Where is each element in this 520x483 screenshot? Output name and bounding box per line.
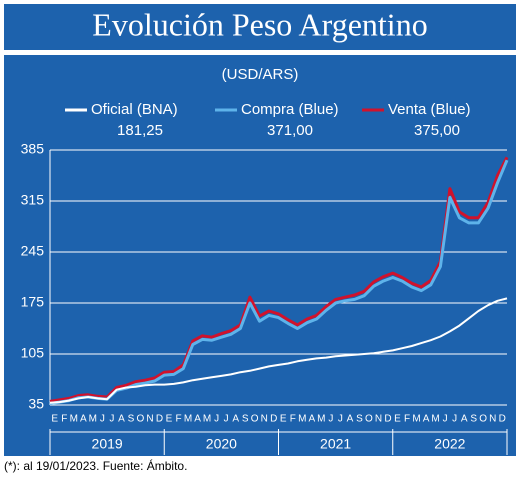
x-tick-label: E xyxy=(166,414,173,425)
year-label: 2022 xyxy=(434,436,465,452)
x-tick-label: S xyxy=(470,414,477,425)
x-tick-label: J xyxy=(100,414,105,425)
chart-panel xyxy=(4,55,516,456)
x-tick-label: D xyxy=(384,414,391,425)
x-tick-label: A xyxy=(308,414,315,425)
x-tick-label: N xyxy=(146,414,153,425)
legend-value: 375,00 xyxy=(414,122,460,139)
x-tick-label: M xyxy=(184,414,192,425)
legend-label: Compra (Blue) xyxy=(241,101,339,118)
year-label: 2021 xyxy=(320,436,351,452)
x-tick-label: M xyxy=(89,414,97,425)
legend-label: Venta (Blue) xyxy=(388,101,471,118)
x-tick-label: D xyxy=(156,414,163,425)
x-tick-label: A xyxy=(80,414,87,425)
x-tick-label: M xyxy=(298,414,306,425)
y-tick-label: 315 xyxy=(21,192,45,208)
x-tick-label: O xyxy=(365,414,373,425)
x-tick-label: M xyxy=(70,414,78,425)
legend-value: 371,00 xyxy=(267,122,313,139)
subtitle: (USD/ARS) xyxy=(222,66,299,83)
x-tick-label: M xyxy=(203,414,211,425)
y-tick-label: 175 xyxy=(21,294,45,310)
x-tick-label: O xyxy=(137,414,145,425)
x-tick-label: J xyxy=(109,414,114,425)
x-tick-label: M xyxy=(317,414,325,425)
note: (*): al 19/01/2023. Fuente: Ámbito. xyxy=(4,458,187,473)
x-tick-label: S xyxy=(356,414,363,425)
y-tick-label: 245 xyxy=(21,243,45,259)
x-tick-label: E xyxy=(51,414,58,425)
legend-value: 181,25 xyxy=(117,122,163,139)
x-tick-label: A xyxy=(347,414,354,425)
year-label: 2019 xyxy=(92,436,123,452)
x-tick-label: F xyxy=(61,414,67,425)
x-tick-label: M xyxy=(412,414,420,425)
x-tick-label: F xyxy=(175,414,181,425)
x-tick-label: N xyxy=(489,414,496,425)
x-tick-label: A xyxy=(461,414,468,425)
x-tick-label: D xyxy=(270,414,277,425)
x-tick-label: J xyxy=(224,414,229,425)
x-tick-label: A xyxy=(118,414,125,425)
y-tick-label: 385 xyxy=(21,141,45,157)
x-tick-label: S xyxy=(128,414,135,425)
x-tick-label: J xyxy=(338,414,343,425)
x-tick-label: O xyxy=(479,414,487,425)
y-tick-label: 105 xyxy=(21,345,45,361)
x-tick-label: N xyxy=(375,414,382,425)
x-tick-label: J xyxy=(452,414,457,425)
series-line xyxy=(49,297,508,404)
x-tick-label: M xyxy=(431,414,439,425)
x-tick-label: A xyxy=(194,414,201,425)
legend-label: Oficial (BNA) xyxy=(91,101,178,118)
year-label: 2020 xyxy=(206,436,237,452)
x-tick-label: J xyxy=(214,414,219,425)
x-tick-label: S xyxy=(242,414,249,425)
x-tick-label: A xyxy=(423,414,430,425)
title-bar xyxy=(4,4,516,50)
series-line xyxy=(49,156,509,403)
x-tick-label: F xyxy=(290,414,296,425)
x-tick-label: J xyxy=(443,414,448,425)
x-tick-label: O xyxy=(251,414,259,425)
x-tick-label: N xyxy=(261,414,268,425)
x-tick-label: J xyxy=(328,414,333,425)
x-tick-label: F xyxy=(404,414,410,425)
x-tick-label: E xyxy=(280,414,287,425)
y-tick-label: 35 xyxy=(28,396,44,412)
x-tick-label: D xyxy=(499,414,506,425)
x-tick-label: A xyxy=(232,414,239,425)
x-tick-label: E xyxy=(394,414,401,425)
chart-title: Evolución Peso Argentino xyxy=(92,6,427,42)
